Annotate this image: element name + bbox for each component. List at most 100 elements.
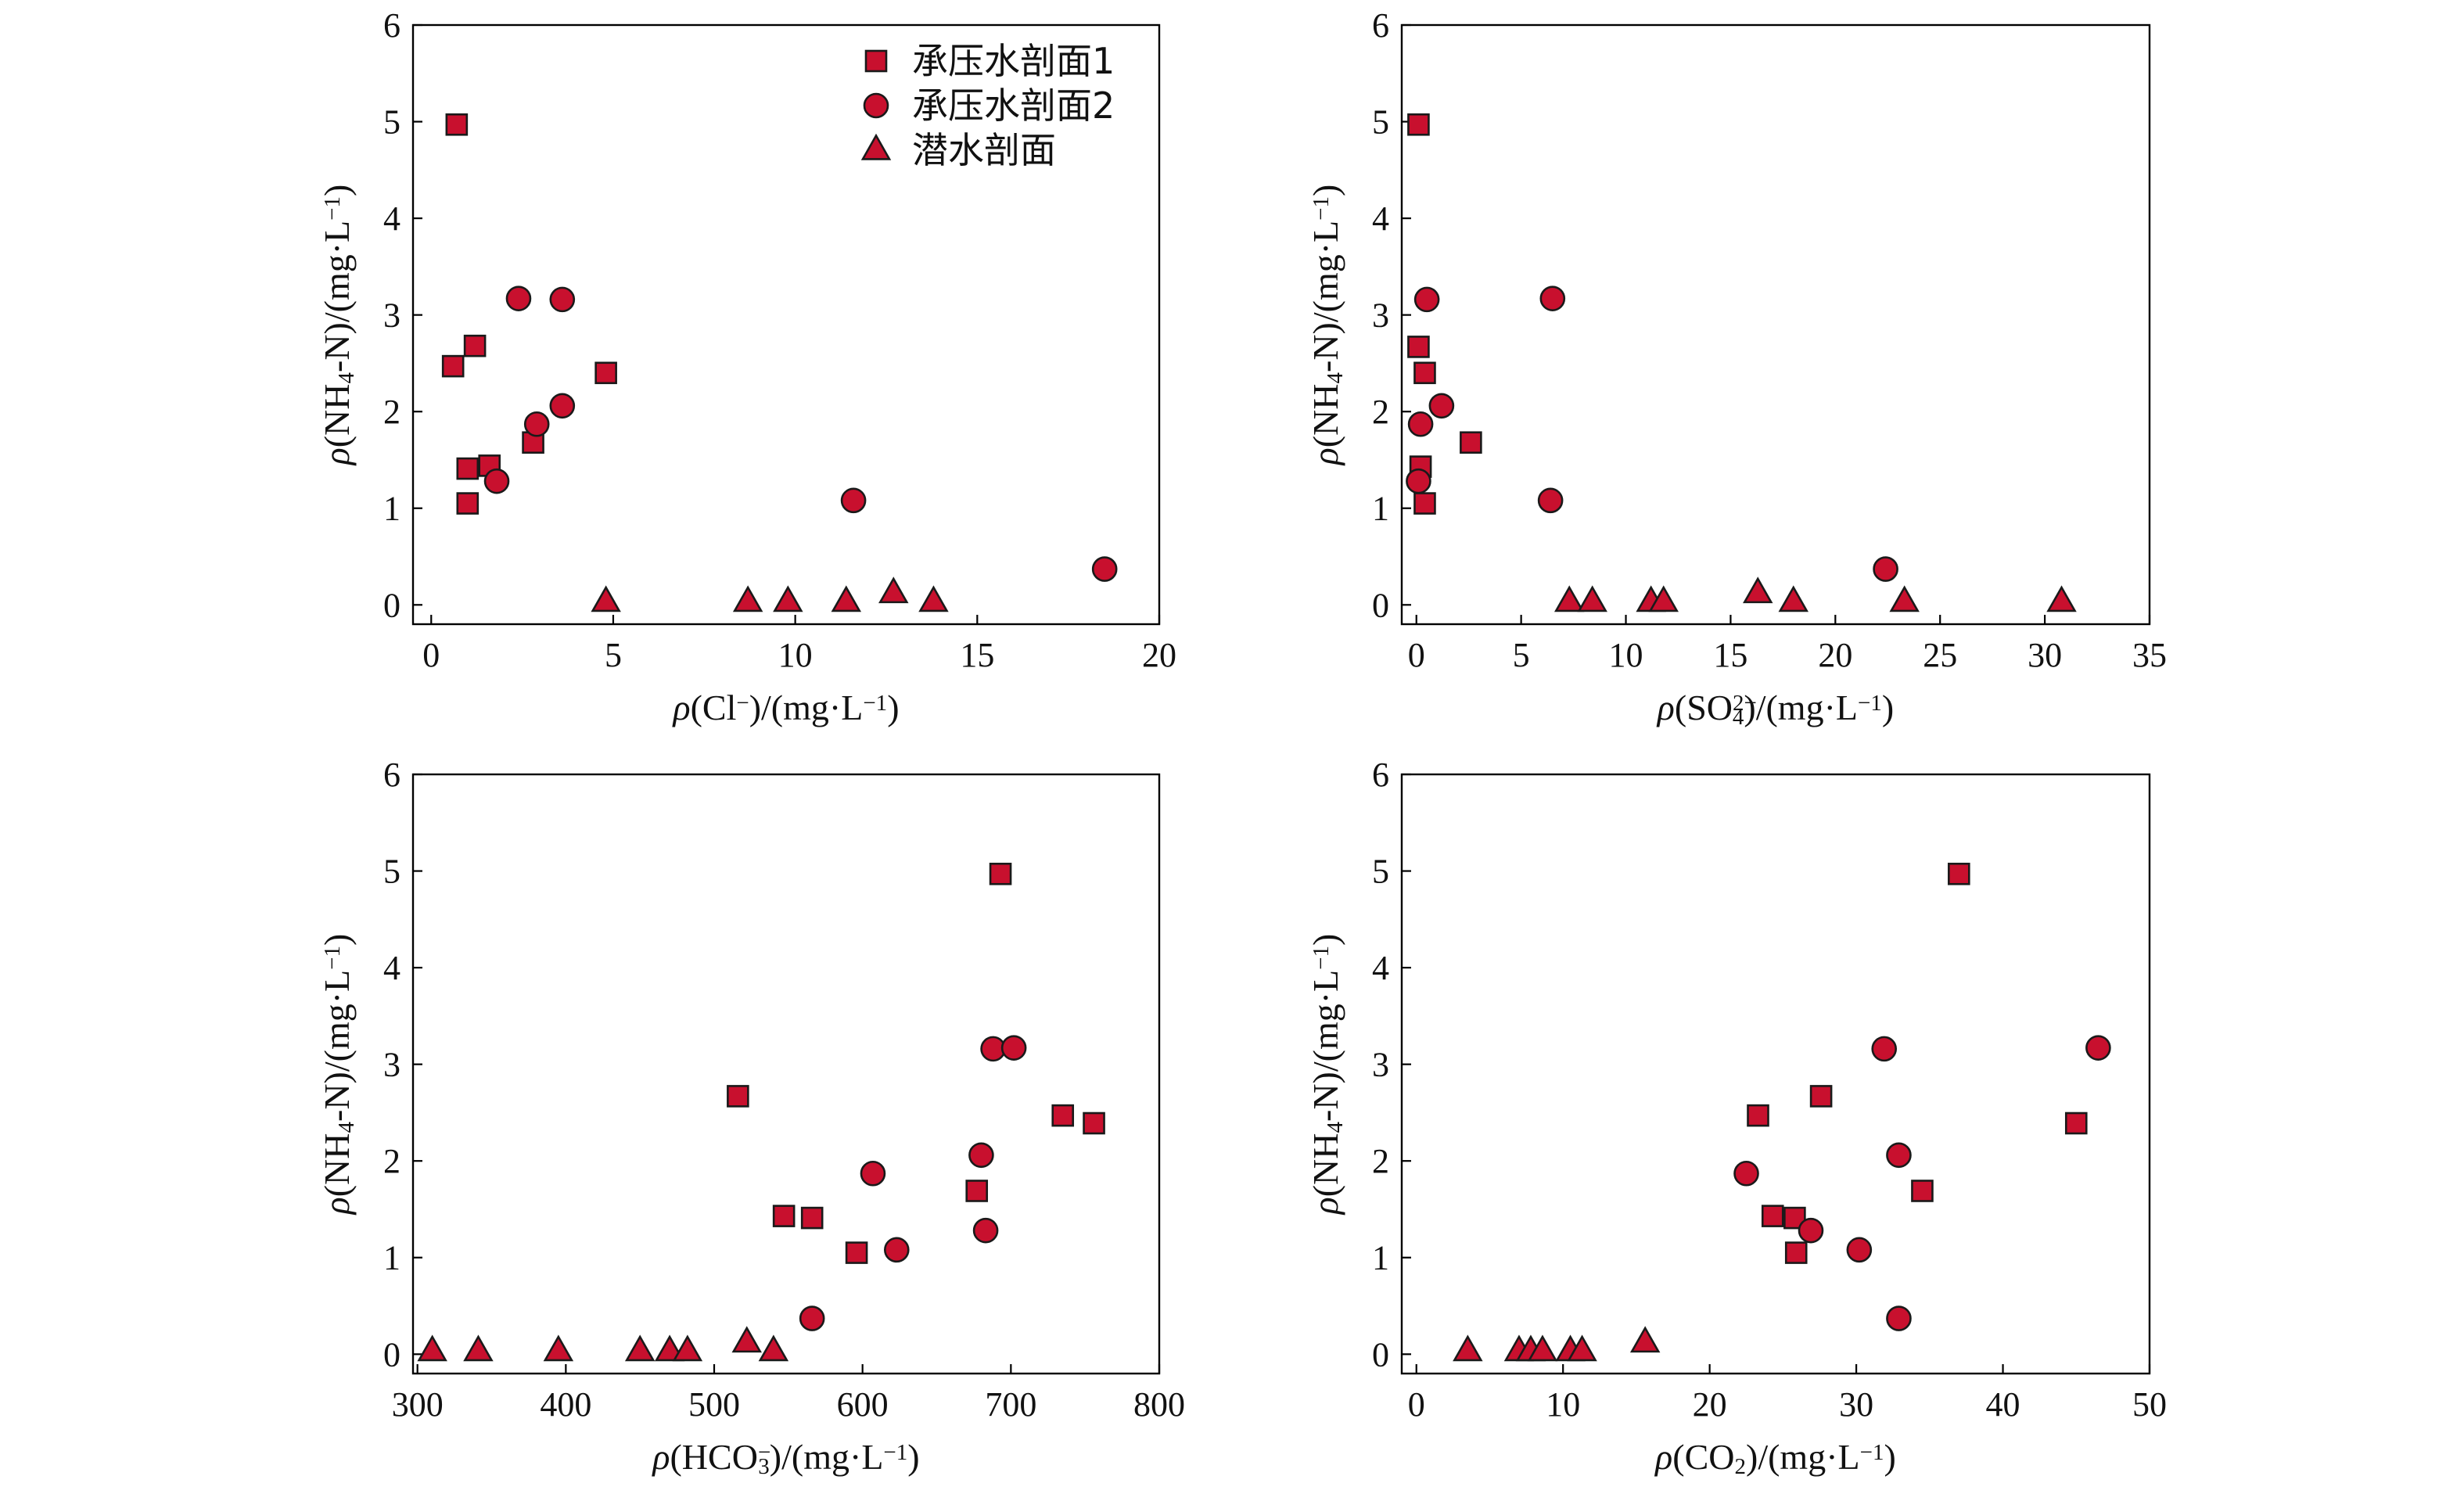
marker-square [594,361,617,385]
axis-label-part: ) [1882,688,1894,727]
plot-frame [411,773,1161,1375]
marker-square [1747,1104,1769,1127]
marker-circle [1539,286,1566,311]
axis-label-part: (CO [1672,1437,1734,1477]
axis-label-part: −1 [320,196,345,221]
x-tick-label: 0 [1408,636,1425,674]
series-square [1747,862,2088,1264]
y-tick-label: 1 [383,1239,400,1277]
axis-label-part: ρ [1306,447,1345,466]
series-triangle [1453,1326,1661,1362]
marker-square [456,457,480,480]
marker-circle [549,286,576,313]
marker-triangle [831,585,862,612]
y-tick-label: 6 [383,756,400,794]
marker-square [1784,1241,1808,1264]
x-tick-label: 10 [778,636,813,674]
marker-triangle [732,585,763,612]
axis-label-part: 4 [334,372,359,383]
marker-triangle [672,1334,703,1362]
y-tick-label: 0 [383,1335,400,1374]
marker-triangle [543,1334,574,1362]
marker-triangle [417,1334,447,1362]
legend-label: 承压水剖面1 [912,40,1115,82]
marker-circle [1413,286,1440,313]
axis-label-part: ρ [317,447,357,466]
panel-1: 0 5 10 15 200123456ρ(Cl−)/(mg·L−1)ρ(NH4-N)/(… [317,6,1176,727]
y-tick-label: 5 [383,103,400,142]
marker-square [989,862,1012,885]
marker-circle [1733,1160,1759,1187]
y-axis-label: ρ(NH4-N)/(mg·L−1) [317,934,359,1216]
axis-label-part: -N)/(mg·L [317,221,357,372]
axis-label-part: (Cl [691,688,737,727]
series-triangle [591,576,949,612]
series-circle [799,1035,1027,1331]
axis-label-part: 4 [1323,372,1348,383]
axis-label-part: ρ [1654,1437,1672,1477]
x-tick-label: 25 [1923,636,1957,674]
marker-square [1948,862,1970,885]
marker-square [727,1085,749,1108]
marker-triangle [1889,585,1920,612]
y-tick-label: 3 [1372,296,1389,335]
marker-circle [1091,556,1118,582]
axis-label-part: (NH [317,383,357,447]
plot-frame [411,23,1161,626]
marker-square [456,492,480,515]
marker-circle [1886,1142,1912,1169]
marker-triangle [2046,585,2077,612]
y-tick-label: 5 [1372,103,1389,142]
marker-circle [1428,393,1455,419]
marker-circle [1407,411,1434,437]
marker-circle [523,411,550,437]
marker-triangle [1778,585,1808,612]
axis-label-part: ) [907,1437,919,1477]
y-tick-label: 2 [1372,393,1389,431]
x-tick-label: 400 [540,1385,591,1424]
x-tick-label: 15 [960,636,994,674]
series-circle [1406,286,1898,582]
marker-circle [483,468,510,494]
marker-triangle [758,1334,789,1362]
y-tick-label: 1 [383,490,400,528]
axis-label-part: ρ [651,1437,670,1477]
x-tick-label: 30 [2028,636,2062,674]
y-tick-label: 2 [1372,1142,1389,1180]
x-tick-label: 0 [1408,1385,1425,1424]
y-tick-label: 6 [1372,756,1389,794]
x-tick-label: 5 [605,636,622,674]
axis-label-part: ) [1306,934,1345,946]
marker-square [864,49,888,73]
axis-label-part: ρ [1306,1197,1345,1216]
marker-circle [2085,1035,2111,1061]
marker-circle [840,487,867,514]
marker-circle [883,1237,910,1263]
marker-circle [1846,1237,1873,1263]
marker-square [1051,1104,1075,1127]
y-tick-label: 3 [1372,1046,1389,1084]
axis-label-part: (NH [1306,383,1345,447]
y-tick-label: 0 [383,586,400,624]
x-tick-label: 15 [1713,636,1747,674]
panel-4: 0 10 20 30 40 500123456ρ(CO2)/(mg·L−1)ρ(NH4-N… [1306,756,2167,1479]
marker-square [441,354,465,378]
y-tick-label: 6 [1372,6,1389,45]
marker-circle [1798,1217,1824,1244]
x-tick-label: 20 [1693,1385,1727,1424]
marker-square [1083,1112,1105,1135]
series-square [727,862,1105,1264]
y-tick-label: 5 [1372,853,1389,891]
marker-circle [1873,556,1898,582]
marker-square [1809,1085,1833,1108]
axis-label-part: -N)/(mg·L [317,970,357,1122]
marker-square [772,1205,796,1227]
x-tick-label: 40 [1986,1385,2020,1424]
x-tick-label: 10 [1546,1385,1580,1424]
axis-label-part: (NH [1306,1133,1345,1197]
x-tick-label: 500 [688,1385,740,1424]
x-axis-label: ρ(SO2− 4)/(mg·L−1) [1656,688,1894,730]
marker-triangle [1567,1334,1597,1362]
